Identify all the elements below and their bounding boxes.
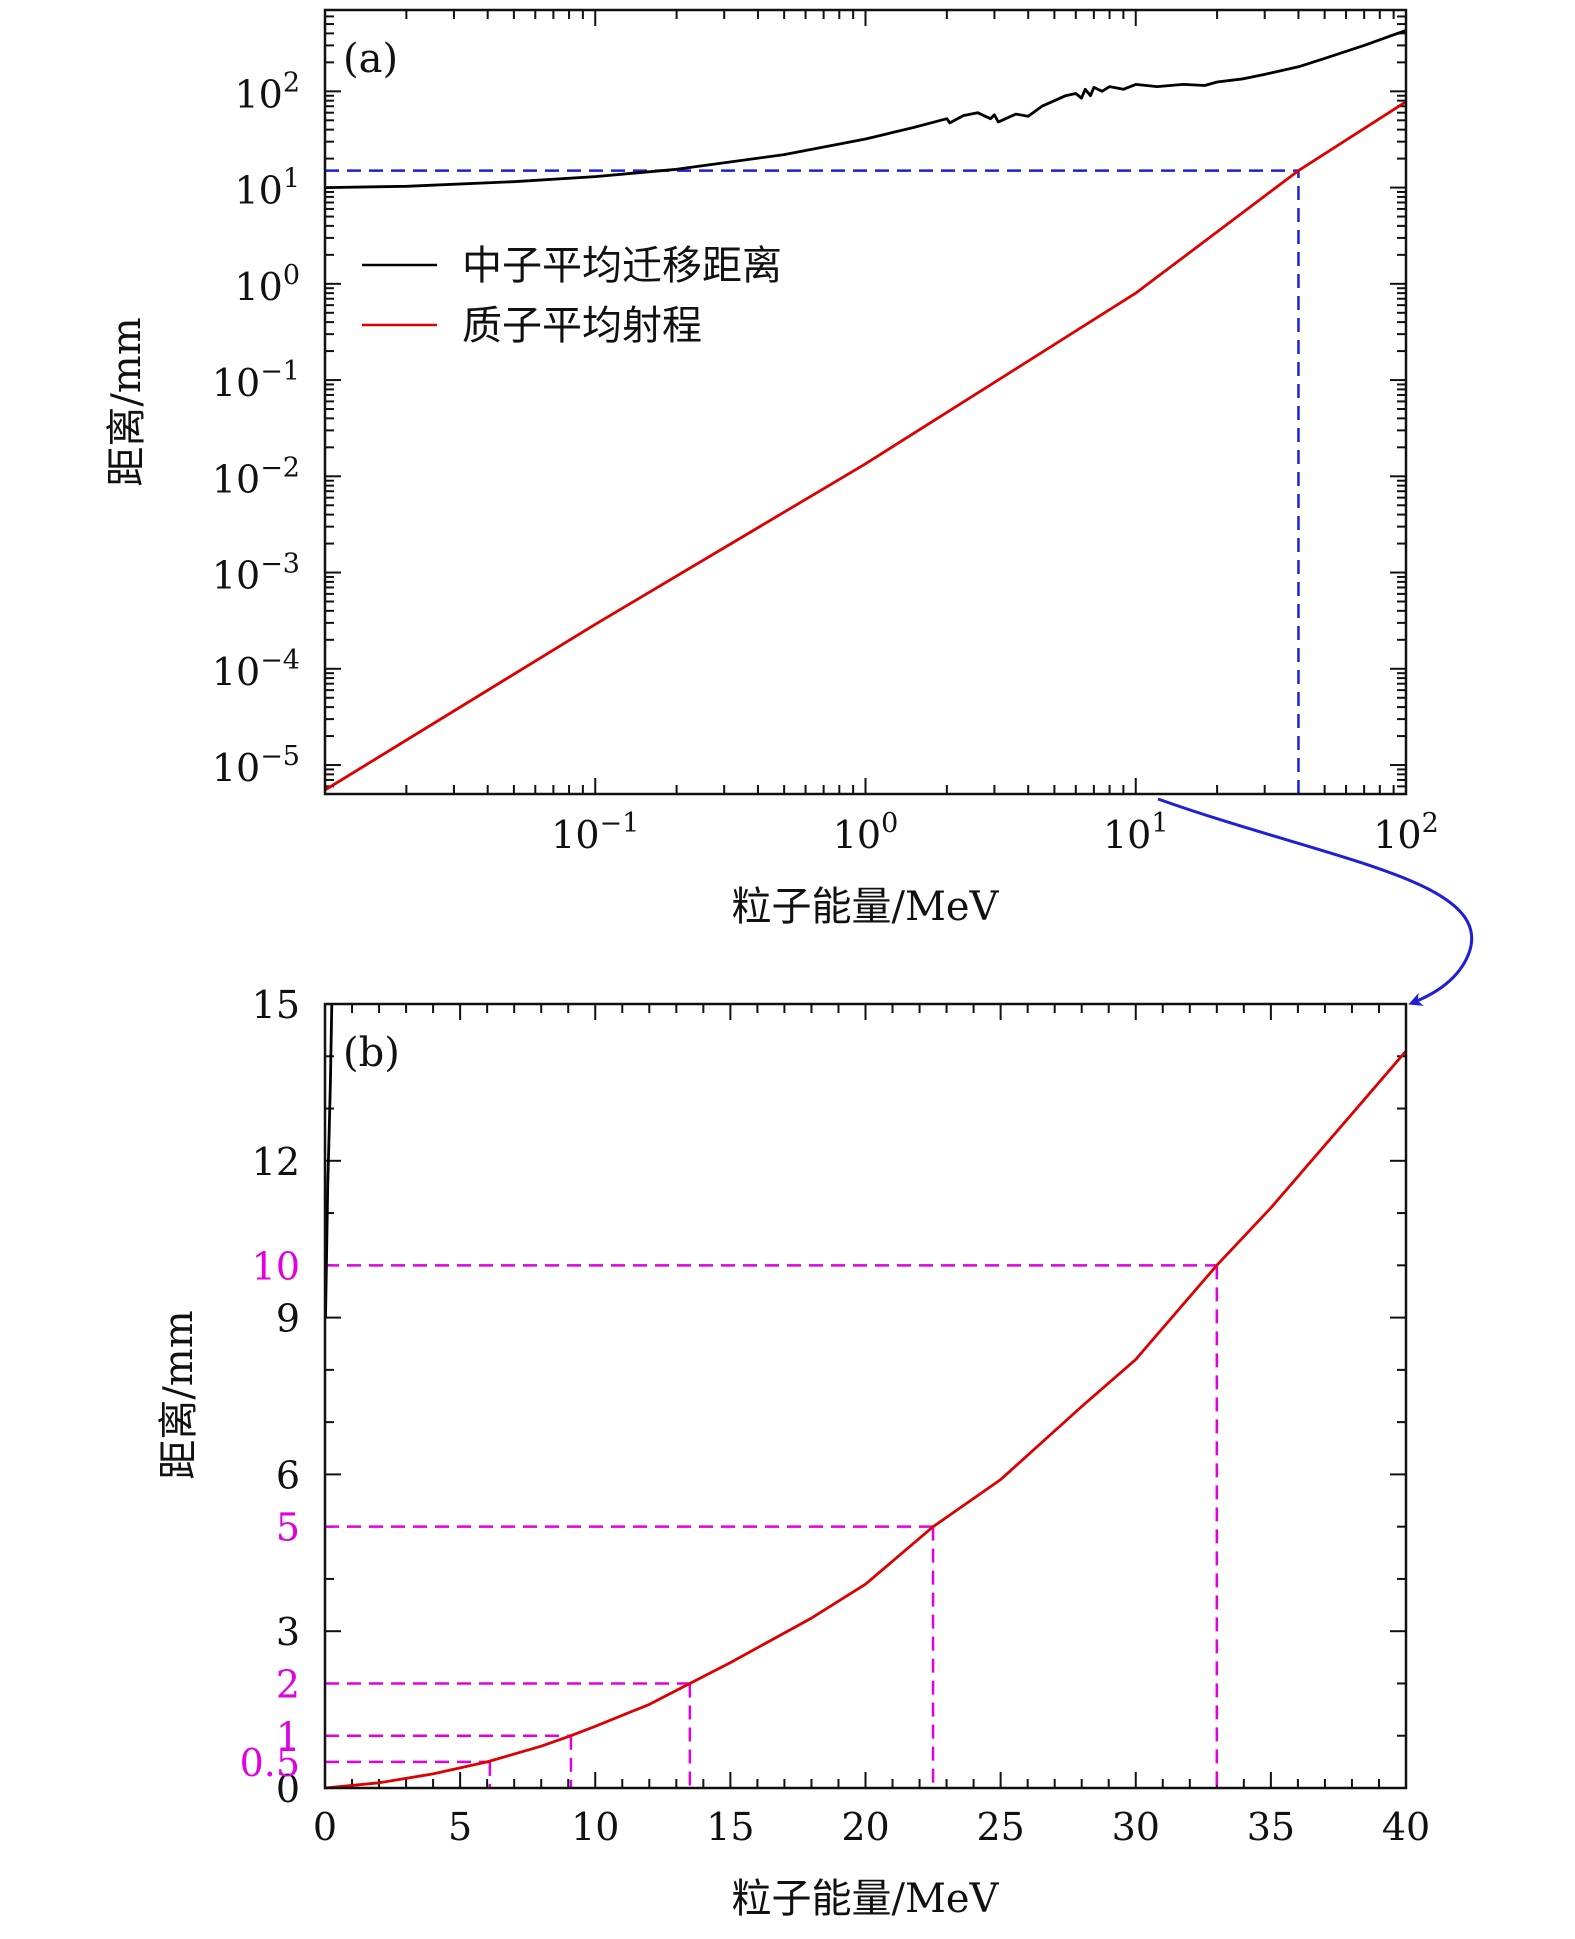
panel-a-ticks — [324, 9, 1407, 794]
y-tick-label: 0 — [276, 1767, 300, 1811]
x-tick-label: 102 — [1373, 808, 1439, 857]
series-proton-line — [324, 1050, 1408, 1790]
y-tick-label: 10−1 — [212, 356, 300, 405]
y-tick-label: 5 — [276, 1506, 300, 1550]
y-tick-label-base: 10 — [212, 746, 260, 790]
y-tick-label: 15 — [252, 983, 300, 1027]
y-tick-label: 12 — [252, 1140, 300, 1184]
x-tick-label: 15 — [706, 1805, 754, 1849]
y-tick-label: 2 — [276, 1662, 300, 1706]
y-tick-label: 10−2 — [212, 452, 300, 501]
panel-a-y-axis-title: 距离/mm — [104, 317, 150, 486]
x-tick-label: 20 — [841, 1805, 889, 1849]
panel-a-x-axis-title: 粒子能量/MeV — [732, 884, 1000, 930]
panel-b-series — [324, 1003, 1408, 1790]
y-tick-label-exp: −2 — [260, 452, 300, 483]
panel-a-reference-lines — [325, 169, 1300, 794]
x-tick-label: 10−1 — [551, 808, 639, 857]
x-tick-label: 35 — [1247, 1805, 1295, 1849]
y-tick-label: 102 — [234, 67, 300, 116]
series-neutron-line — [324, 29, 1407, 189]
y-tick-label-base: 10 — [212, 457, 260, 501]
y-tick-label-exp: −5 — [260, 741, 300, 772]
panel-a-legend: 中子平均迁移距离 质子平均射程 — [362, 243, 782, 349]
y-tick-label: 10−4 — [212, 645, 300, 694]
y-tick-label-exp: −3 — [260, 549, 300, 580]
x-tick-label: 0 — [313, 1805, 337, 1849]
panel-a-tick-labels: 10−1 100 101 10210−510−410−310−210−11001011… — [212, 67, 1439, 857]
y-tick-label-base: 10 — [234, 265, 282, 309]
y-tick-label: 10 — [252, 1244, 300, 1288]
x-tick-label: 100 — [833, 808, 899, 857]
y-tick-label-exp: −1 — [260, 356, 300, 387]
x-tick-label: 40 — [1382, 1805, 1430, 1849]
x-tick-label-base: 10 — [551, 813, 599, 857]
panel-b-frame — [323, 1002, 1408, 1790]
y-tick-label-exp: 2 — [283, 67, 300, 98]
x-tick-label: 25 — [976, 1805, 1024, 1849]
panel-b-ticks — [324, 1003, 1407, 1789]
y-tick-label: 9 — [276, 1297, 300, 1341]
y-tick-label-base: 10 — [212, 554, 260, 598]
x-tick-label-base: 10 — [833, 813, 881, 857]
panel-a-series — [324, 29, 1407, 792]
x-tick-label-exp: −1 — [600, 808, 640, 839]
x-tick-label-exp: 1 — [1151, 808, 1168, 839]
y-tick-label: 6 — [276, 1453, 300, 1497]
x-tick-label: 101 — [1103, 808, 1169, 857]
panel-a-label: (a) — [343, 36, 398, 82]
y-tick-label-exp: 0 — [283, 260, 300, 291]
y-tick-label-base: 10 — [234, 72, 282, 116]
y-tick-label: 3 — [276, 1610, 300, 1654]
panel-b-x-axis-title: 粒子能量/MeV — [732, 1876, 1000, 1922]
y-tick-label-exp: −4 — [260, 645, 300, 676]
y-tick-label: 10−3 — [212, 549, 300, 598]
zoom-arrow — [1157, 797, 1474, 1006]
y-tick-label-base: 10 — [234, 169, 282, 213]
x-tick-label-base: 10 — [1103, 813, 1151, 857]
panel-b-reference-lines — [325, 1264, 1219, 1788]
x-tick-label-base: 10 — [1373, 813, 1421, 857]
y-tick-label-base: 10 — [212, 361, 260, 405]
y-tick-label: 101 — [234, 164, 300, 213]
panel-b-label: (b) — [343, 1030, 400, 1076]
x-tick-label: 10 — [571, 1805, 619, 1849]
x-tick-label: 30 — [1112, 1805, 1160, 1849]
panel-a-frame — [323, 8, 1408, 796]
y-tick-label-base: 10 — [212, 650, 260, 694]
panel-a: 10−1 100 101 10210−510−410−310−210−11001011… — [104, 8, 1439, 930]
legend-label-proton: 质子平均射程 — [462, 303, 702, 349]
y-tick-label: 1 — [276, 1715, 300, 1759]
y-tick-label-exp: 1 — [283, 164, 300, 195]
x-tick-label-exp: 2 — [1422, 808, 1439, 839]
legend-label-neutron: 中子平均迁移距离 — [462, 243, 782, 289]
x-tick-label: 5 — [448, 1805, 472, 1849]
y-tick-label: 10−5 — [212, 741, 300, 790]
x-tick-label-exp: 0 — [881, 808, 898, 839]
panel-b-y-axis-title: 距离/mm — [156, 1310, 202, 1479]
y-tick-label: 100 — [234, 260, 300, 309]
y-tick-label: 0.5 — [240, 1741, 300, 1785]
series-proton-line — [324, 100, 1407, 792]
